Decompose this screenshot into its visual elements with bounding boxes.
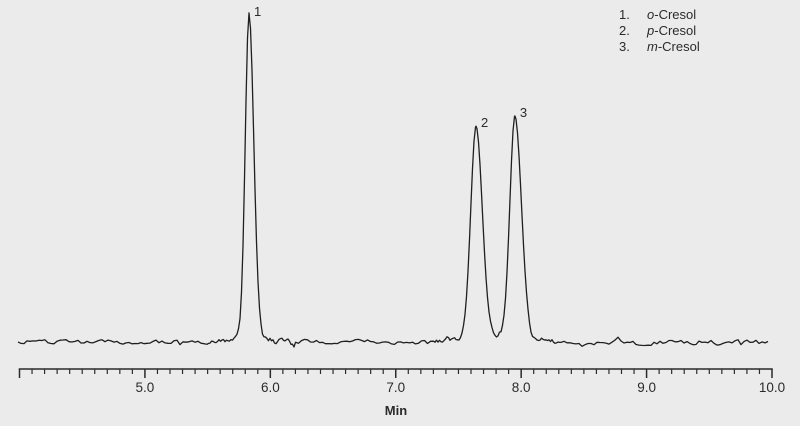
x-tick-label: 7.0 xyxy=(386,380,405,395)
legend-item-name: p-Cresol xyxy=(647,23,696,39)
legend-item: 3. m-Cresol xyxy=(619,39,700,55)
x-tick-label: 6.0 xyxy=(261,380,280,395)
legend-item-number: 1. xyxy=(619,7,630,22)
compound-suffix: -Cresol xyxy=(657,39,700,54)
compound-suffix: -Cresol xyxy=(654,23,697,38)
x-tick-label: 5.0 xyxy=(136,380,155,395)
peak-label-2: 2 xyxy=(481,115,489,131)
x-axis-label: Min xyxy=(384,403,408,418)
chromatogram-trace xyxy=(17,12,769,348)
isomer-prefix: o xyxy=(647,7,655,22)
isomer-prefix: p xyxy=(647,23,655,38)
x-tick-label: 9.0 xyxy=(637,380,656,395)
compound-suffix: -Cresol xyxy=(654,7,697,22)
peak-label-1: 1 xyxy=(254,4,262,19)
legend-item-name: o-Cresol xyxy=(647,7,696,23)
isomer-prefix: m xyxy=(647,39,658,54)
legend-item-name: m-Cresol xyxy=(647,39,700,55)
x-tick-label: 10.0 xyxy=(759,380,785,395)
legend-item-number: 3. xyxy=(619,39,630,54)
legend-item-number: 2. xyxy=(619,23,630,38)
x-tick-label: 8.0 xyxy=(512,380,531,395)
legend-item: 2. p-Cresol xyxy=(619,23,700,39)
peak-label-3: 3 xyxy=(519,105,528,121)
peak-legend: 1. o-Cresol 2. p-Cresol 3. m-Cresol xyxy=(619,7,700,55)
legend-item: 1. o-Cresol xyxy=(619,7,700,23)
